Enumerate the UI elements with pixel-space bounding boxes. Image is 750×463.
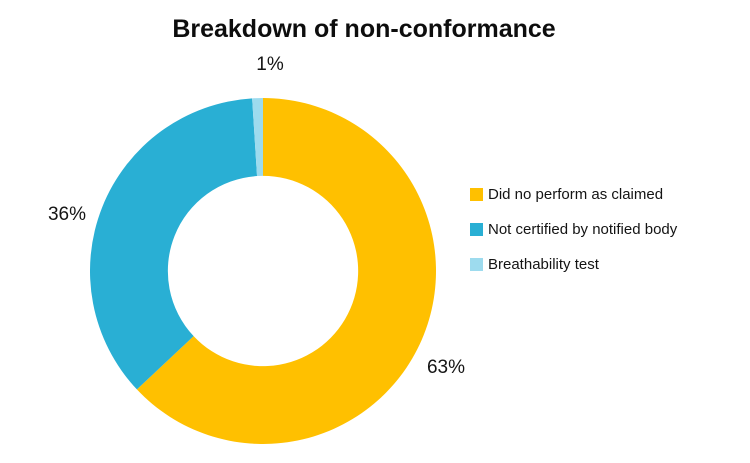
pie-slice-0[interactable]: [136, 98, 436, 444]
data-label-slice-1: 36%: [47, 204, 87, 225]
legend-swatch-2: [470, 257, 483, 271]
pie-slice-2[interactable]: [252, 98, 263, 177]
legend-item-2[interactable]: Breathability test: [470, 255, 677, 273]
legend-item-0[interactable]: Did no perform as claimed: [470, 185, 677, 203]
pie-slice-1[interactable]: [90, 98, 258, 390]
chart-title: Breakdown of non-conformance: [172, 15, 556, 43]
legend-label-0: Did no perform as claimed: [488, 185, 664, 203]
legend-label-1: Not certified by notified body: [488, 220, 678, 238]
donut-chart[interactable]: [90, 98, 436, 444]
data-label-slice-0: 63%: [426, 357, 466, 378]
legend-swatch-1: [470, 222, 483, 236]
legend-label-2: Breathability test: [488, 255, 599, 273]
data-label-slice-2: 1%: [256, 54, 284, 75]
legend-item-1[interactable]: Not certified by notified body: [470, 220, 677, 238]
legend: Did no perform as claimed Not certified …: [470, 185, 677, 290]
legend-swatch-0: [470, 187, 483, 201]
